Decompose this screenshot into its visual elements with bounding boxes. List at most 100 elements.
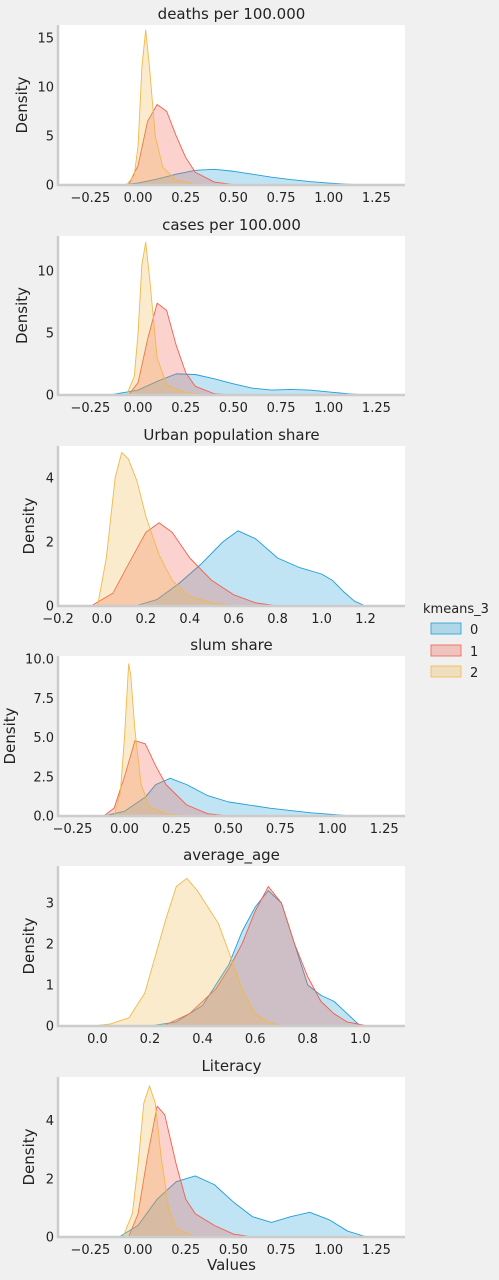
legend-label-2: 2 — [470, 666, 478, 681]
y-tick-label: 10.0 — [25, 653, 54, 668]
y-tick-label: 5 — [46, 129, 54, 144]
x-tick-label: 0.8 — [267, 612, 288, 627]
x-tick-label: −0.25 — [70, 401, 110, 416]
x-tick-label: 1.2 — [355, 612, 376, 627]
panel-1: −0.25 0.00 0.25 0.50 0.75 1.00 1.25 0 5 10 15 death… — [13, 5, 405, 206]
plot-area — [58, 236, 405, 395]
plot-area — [58, 1077, 405, 1237]
y-axis-label: Density — [20, 917, 38, 974]
y-tick-label: 2 — [46, 536, 54, 551]
x-tick-label: 0.50 — [219, 191, 248, 206]
x-tick-label: 0.50 — [219, 1243, 248, 1258]
density-area-series-2 — [113, 663, 188, 817]
legend-swatch-0 — [430, 622, 462, 635]
panel-title: Urban population share — [143, 426, 319, 444]
x-tick-label: 0.25 — [171, 1243, 200, 1258]
density-area-series-2 — [97, 451, 235, 607]
x-tick-label: 0.6 — [223, 612, 244, 627]
legend-title: kmeans_3 — [423, 602, 489, 617]
x-tick-label: 1.0 — [311, 612, 332, 627]
panel-5: 0.0 0.2 0.4 0.6 0.8 1.0 0 1 2 3 average_age Density — [20, 846, 405, 1047]
x-tick-label: −0.25 — [70, 191, 110, 206]
plot-area — [58, 656, 405, 816]
x-tick-label: −0.25 — [53, 822, 93, 837]
panel-title: cases per 100.000 — [162, 216, 301, 234]
x-tick-label: 0.2 — [136, 612, 157, 627]
density-area-series-2 — [91, 877, 282, 1027]
legend-item-0: 0 — [430, 622, 478, 638]
y-axis-label: Density — [20, 1128, 38, 1185]
y-tick-label: 0 — [46, 389, 54, 404]
y-tick-label: 5 — [46, 326, 54, 341]
x-tick-label: 0.50 — [219, 401, 248, 416]
x-tick-label: 0.2 — [140, 1032, 161, 1047]
x-tick-label: 0.0 — [87, 1032, 108, 1047]
panel-4: −0.25 0.00 0.25 0.50 0.75 1.00 1.25 0.0 2.5 5.0 7.… — [1, 636, 405, 837]
x-tick-label: 0.50 — [214, 822, 243, 837]
x-tick-label: 1.00 — [314, 1243, 343, 1258]
y-axis-label: Density — [13, 287, 31, 344]
x-tick-label: 0.4 — [179, 612, 200, 627]
x-tick-label: 0.00 — [110, 822, 139, 837]
legend-item-2: 2 — [430, 665, 478, 681]
y-axis-label: Density — [13, 76, 31, 133]
x-tick-label: 1.25 — [362, 191, 391, 206]
y-tick-label: 0 — [46, 179, 54, 194]
y-tick-label: 0 — [46, 1020, 54, 1035]
panel-title: slum share — [190, 636, 272, 654]
panel-2: −0.25 0.00 0.25 0.50 0.75 1.00 1.25 0 5 10 cases p… — [13, 216, 405, 416]
y-tick-label: 0 — [46, 600, 54, 615]
y-tick-label: 10 — [37, 264, 54, 279]
facet-panels: −0.25 0.00 0.25 0.50 0.75 1.00 1.25051015death… — [1, 5, 405, 1274]
x-tick-label: 0.8 — [297, 1032, 318, 1047]
y-tick-label: 0.0 — [33, 810, 54, 825]
y-axis-label: Density — [20, 497, 38, 554]
legend-label-0: 0 — [470, 623, 478, 638]
density-area-series-2 — [122, 1085, 196, 1238]
x-tick-label: 0.0 — [92, 612, 113, 627]
x-tick-label: 0.75 — [267, 191, 296, 206]
y-tick-label: 2 — [46, 1172, 54, 1187]
panel-title: average_age — [183, 846, 280, 865]
x-axis-label: Values — [207, 1256, 256, 1274]
x-tick-label: 0.75 — [266, 822, 295, 837]
density-area-series-2 — [126, 241, 206, 396]
x-tick-label: 1.00 — [314, 401, 343, 416]
density-area-series-1 — [162, 886, 369, 1027]
panel-title: deaths per 100.000 — [158, 5, 306, 23]
plot-area — [58, 866, 405, 1026]
y-tick-label: 10 — [37, 80, 54, 95]
panel-3: −0.2 0.0 0.2 0.4 0.6 0.8 1.0 1.2 0 2 4 Urban popula… — [20, 426, 405, 627]
y-axis-label: Density — [1, 707, 19, 764]
legend-swatch-2 — [430, 665, 462, 678]
y-tick-label: 15 — [37, 31, 54, 46]
x-tick-label: 1.0 — [350, 1032, 371, 1047]
y-tick-label: 3 — [46, 896, 54, 911]
density-area-series-1 — [90, 522, 279, 607]
x-tick-label: −0.2 — [42, 612, 74, 627]
y-tick-label: 0 — [46, 1231, 54, 1246]
x-tick-label: 0.75 — [267, 401, 296, 416]
density-area-series-0 — [109, 373, 368, 396]
y-tick-label: 2 — [46, 937, 54, 952]
plot-area — [58, 25, 405, 185]
panel-6: −0.25 0.00 0.25 0.50 0.75 1.00 1.25 0 2 4 Literacy… — [20, 1057, 405, 1274]
y-tick-label: 2.5 — [33, 770, 54, 785]
legend-swatch-1 — [430, 644, 462, 657]
x-tick-label: 1.25 — [362, 1243, 391, 1258]
x-tick-label: 0.25 — [171, 191, 200, 206]
x-tick-label: 0.00 — [124, 401, 153, 416]
y-tick-label: 5.0 — [33, 731, 54, 746]
x-tick-label: 1.25 — [362, 401, 391, 416]
y-tick-label: 4 — [46, 472, 54, 487]
legend-label-1: 1 — [470, 645, 478, 660]
x-tick-label: 1.25 — [370, 822, 399, 837]
y-tick-label: 4 — [46, 1114, 54, 1129]
y-tick-label: 7.5 — [33, 692, 54, 707]
y-tick-label: 1 — [46, 978, 54, 993]
x-tick-label: −0.25 — [70, 1243, 110, 1258]
panel-title: Literacy — [201, 1057, 261, 1075]
x-tick-label: 0.6 — [245, 1032, 266, 1047]
density-area-series-0 — [103, 777, 354, 817]
